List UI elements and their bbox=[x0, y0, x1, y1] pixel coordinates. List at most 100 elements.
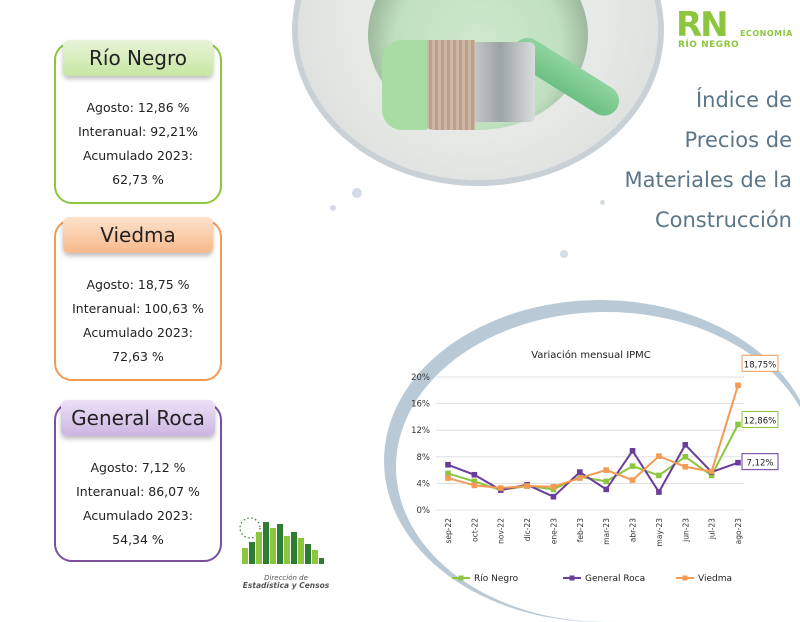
y-tick-label: 0% bbox=[417, 506, 431, 516]
data-point bbox=[682, 442, 689, 448]
legend-swatch-marker bbox=[458, 575, 464, 581]
x-tick-label: feb-23 bbox=[576, 518, 585, 542]
paint-splash bbox=[560, 250, 568, 258]
stat-acumulado-value: 72,63 % bbox=[112, 349, 164, 364]
title-line: Construcción bbox=[654, 208, 792, 232]
brush-bristles bbox=[420, 40, 475, 130]
data-point bbox=[656, 472, 662, 479]
data-point bbox=[629, 448, 636, 454]
x-tick-label: jul-23 bbox=[708, 518, 717, 540]
x-tick-label: dic-22 bbox=[523, 518, 532, 541]
x-tick-label: nov-22 bbox=[497, 518, 506, 544]
card-title: Río Negro bbox=[63, 40, 213, 76]
direccion-estadistica-label: Dirección de Estadística y Censos bbox=[236, 574, 336, 590]
card-title: Viedma bbox=[63, 217, 213, 253]
stat-agosto: Agosto: 12,86 % bbox=[86, 100, 190, 115]
chart-background bbox=[396, 312, 800, 622]
data-point bbox=[603, 478, 609, 485]
stat-interanual: Interanual: 86,07 % bbox=[76, 484, 200, 499]
data-point bbox=[735, 459, 741, 466]
y-tick-label: 4% bbox=[417, 479, 431, 489]
card-stats: Agosto: 12,86 % Interanual: 92,21% Acumu… bbox=[56, 96, 220, 192]
data-point bbox=[577, 469, 583, 475]
card-title: General Roca bbox=[61, 400, 215, 436]
card-stats: Agosto: 7,12 % Interanual: 86,07 % Acumu… bbox=[56, 456, 220, 552]
data-point bbox=[445, 461, 451, 468]
brush-ferrule bbox=[465, 42, 535, 122]
stat-interanual: Interanual: 100,63 % bbox=[72, 301, 204, 316]
paint-splash bbox=[330, 205, 336, 211]
y-tick-label: 8% bbox=[417, 453, 431, 463]
dec-line2: Estadística y Censos bbox=[242, 581, 330, 590]
stat-interanual: Interanual: 92,21% bbox=[78, 124, 198, 139]
data-point bbox=[629, 477, 636, 483]
rio-negro-logo: RN bbox=[676, 5, 729, 45]
data-point bbox=[603, 467, 609, 473]
legend-swatch-marker bbox=[682, 575, 688, 581]
data-point bbox=[656, 453, 662, 459]
x-tick-label: abr-23 bbox=[629, 518, 638, 542]
stat-acumulado-value: 62,73 % bbox=[112, 172, 164, 187]
card-rio-negro: Río Negro Agosto: 12,86 % Interanual: 92… bbox=[54, 40, 222, 204]
series-line bbox=[447, 443, 739, 498]
data-label-box bbox=[741, 410, 779, 428]
data-label: 7,12% bbox=[746, 459, 773, 469]
data-point bbox=[577, 475, 583, 481]
data-point bbox=[550, 483, 557, 490]
data-point bbox=[524, 483, 530, 489]
legend-label: Viedma bbox=[698, 574, 732, 584]
card-general-roca: General Roca Agosto: 7,12 % Interanual: … bbox=[54, 400, 222, 562]
chart-title: Variación mensual IPMC bbox=[531, 349, 651, 361]
stat-acumulado-label: Acumulado 2023: bbox=[83, 148, 193, 163]
data-point bbox=[471, 471, 478, 478]
dec-line1: Dirección de bbox=[264, 574, 308, 582]
card-viedma: Viedma Agosto: 18,75 % Interanual: 100,6… bbox=[54, 217, 222, 381]
data-point bbox=[708, 472, 715, 479]
data-point bbox=[629, 463, 636, 469]
y-tick-label: 16% bbox=[411, 400, 430, 410]
data-point bbox=[445, 475, 451, 481]
card-stats: Agosto: 18,75 % Interanual: 100,63 % Acu… bbox=[56, 273, 220, 369]
stat-acumulado-label: Acumulado 2023: bbox=[83, 508, 193, 523]
data-label: 12,86% bbox=[744, 416, 776, 426]
logo-section: ECONOMÍA bbox=[740, 29, 793, 38]
brush-paint-tip bbox=[382, 40, 427, 130]
data-point bbox=[471, 478, 478, 485]
data-label: 18,75% bbox=[744, 360, 776, 370]
paint-splash bbox=[352, 188, 362, 198]
x-tick-label: ago-23 bbox=[734, 518, 743, 545]
data-point bbox=[603, 486, 609, 493]
x-tick-label: ene-23 bbox=[549, 518, 558, 544]
stat-acumulado-value: 54,34 % bbox=[112, 532, 164, 547]
direccion-estadistica-logo bbox=[239, 517, 324, 564]
data-point bbox=[497, 485, 504, 491]
stat-agosto: Agosto: 7,12 % bbox=[90, 460, 186, 475]
x-tick-label: mar-23 bbox=[602, 518, 611, 545]
data-label-box bbox=[741, 453, 779, 471]
y-tick-label: 20% bbox=[411, 373, 430, 383]
paint-splash bbox=[600, 200, 605, 205]
data-point bbox=[550, 493, 557, 500]
data-point bbox=[682, 463, 689, 470]
data-point bbox=[656, 489, 662, 495]
legend-swatch-marker bbox=[569, 575, 575, 581]
title-line: Materiales de la bbox=[624, 168, 792, 192]
stat-acumulado-label: Acumulado 2023: bbox=[83, 325, 193, 340]
data-point bbox=[735, 421, 741, 428]
x-tick-label: jun-23 bbox=[681, 518, 690, 543]
legend-label: Río Negro bbox=[474, 574, 519, 584]
x-tick-label: oct-22 bbox=[470, 518, 479, 542]
title-line: Índice de bbox=[695, 88, 792, 112]
legend-label: General Roca bbox=[585, 574, 645, 584]
data-point bbox=[682, 454, 689, 460]
series-line bbox=[447, 385, 739, 490]
title-line: Precios de bbox=[684, 128, 792, 152]
page-title: Índice de Precios de Materiales de la Co… bbox=[532, 80, 792, 240]
data-label-box bbox=[741, 354, 779, 372]
stat-agosto: Agosto: 18,75 % bbox=[86, 277, 190, 292]
x-tick-label: sep-22 bbox=[444, 518, 453, 544]
data-point bbox=[708, 468, 715, 475]
ipmc-line-chart: Variación mensual IPMC 0% 4% 8% 12% 16% 20% se… bbox=[411, 349, 779, 584]
logo-subtitle: RÍO NEGRO bbox=[678, 40, 740, 50]
data-point bbox=[735, 382, 741, 389]
